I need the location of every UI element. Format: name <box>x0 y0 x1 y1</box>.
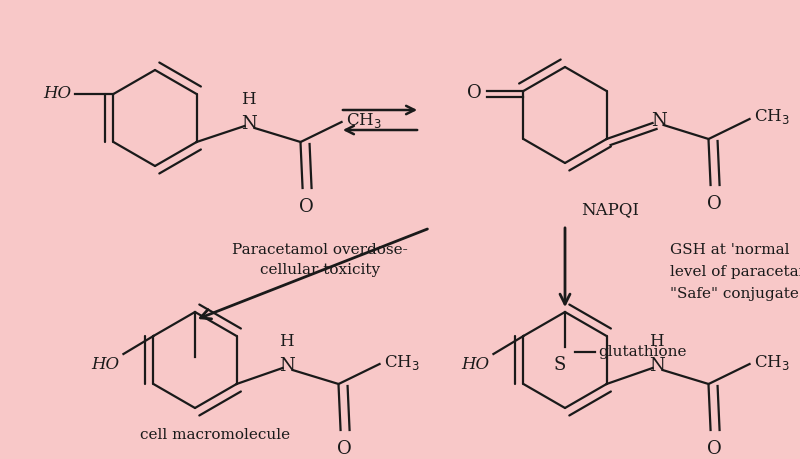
Text: H: H <box>279 333 294 350</box>
Text: HO: HO <box>91 356 119 373</box>
Text: S: S <box>554 356 566 374</box>
Text: N: N <box>241 115 257 133</box>
Text: CH$_3$: CH$_3$ <box>383 353 419 371</box>
Text: N: N <box>650 112 666 130</box>
Text: HO: HO <box>462 356 490 373</box>
Text: N: N <box>278 357 294 375</box>
Text: level of paracetamol: level of paracetamol <box>670 265 800 279</box>
Text: HO: HO <box>43 85 71 102</box>
Text: H: H <box>242 91 256 108</box>
Text: CH$_3$: CH$_3$ <box>754 107 790 127</box>
Text: O: O <box>466 84 482 102</box>
Text: cell macromolecule: cell macromolecule <box>140 428 290 442</box>
Text: Paracetamol overdose-: Paracetamol overdose- <box>232 243 408 257</box>
Text: O: O <box>299 198 314 216</box>
Text: GSH at 'normal: GSH at 'normal <box>670 243 790 257</box>
Text: CH$_3$: CH$_3$ <box>346 111 382 129</box>
Text: O: O <box>707 440 722 458</box>
Text: H: H <box>650 333 664 350</box>
Text: CH$_3$: CH$_3$ <box>754 353 790 371</box>
Text: NAPQI: NAPQI <box>581 202 639 218</box>
Text: O: O <box>707 195 722 213</box>
Text: glutathione: glutathione <box>598 345 686 359</box>
Text: O: O <box>337 440 352 458</box>
Text: N: N <box>649 357 665 375</box>
Text: "Safe" conjugate: "Safe" conjugate <box>670 287 799 301</box>
Text: cellular toxicity: cellular toxicity <box>260 263 380 277</box>
